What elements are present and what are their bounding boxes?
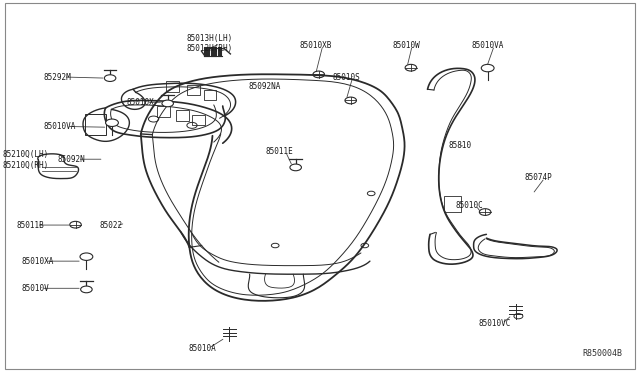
Circle shape (106, 119, 118, 126)
Text: 85013H(LH)
85012H(RH): 85013H(LH) 85012H(RH) (187, 34, 233, 53)
Circle shape (81, 286, 92, 293)
Text: 85010VA: 85010VA (44, 122, 76, 131)
Text: 85010A: 85010A (188, 344, 216, 353)
Circle shape (481, 64, 494, 72)
Text: R850004B: R850004B (582, 349, 622, 358)
Text: 85010V: 85010V (21, 284, 49, 293)
Text: 85010C: 85010C (456, 201, 483, 210)
Text: 85092NA: 85092NA (248, 82, 281, 91)
Text: 85011E: 85011E (266, 147, 293, 156)
Text: 85010VA: 85010VA (471, 41, 504, 50)
Text: 85010S: 85010S (333, 73, 360, 81)
Text: 85011B: 85011B (17, 221, 44, 230)
Text: 85010W: 85010W (392, 41, 420, 50)
Text: 85010VC: 85010VC (479, 319, 511, 328)
Text: 85010X: 85010X (127, 98, 154, 107)
Circle shape (290, 164, 301, 171)
Circle shape (162, 100, 173, 107)
Text: 85210Q(LH)
85210Q(RH): 85210Q(LH) 85210Q(RH) (3, 150, 49, 170)
Circle shape (80, 253, 93, 260)
Text: 85810: 85810 (449, 141, 472, 150)
Text: 85010XA: 85010XA (21, 257, 54, 266)
Text: 85092N: 85092N (58, 155, 85, 164)
Text: 85292M: 85292M (44, 73, 71, 81)
Circle shape (104, 75, 116, 81)
Text: 85022: 85022 (99, 221, 122, 230)
Text: 85074P: 85074P (525, 173, 552, 182)
Text: 85010XB: 85010XB (300, 41, 332, 50)
